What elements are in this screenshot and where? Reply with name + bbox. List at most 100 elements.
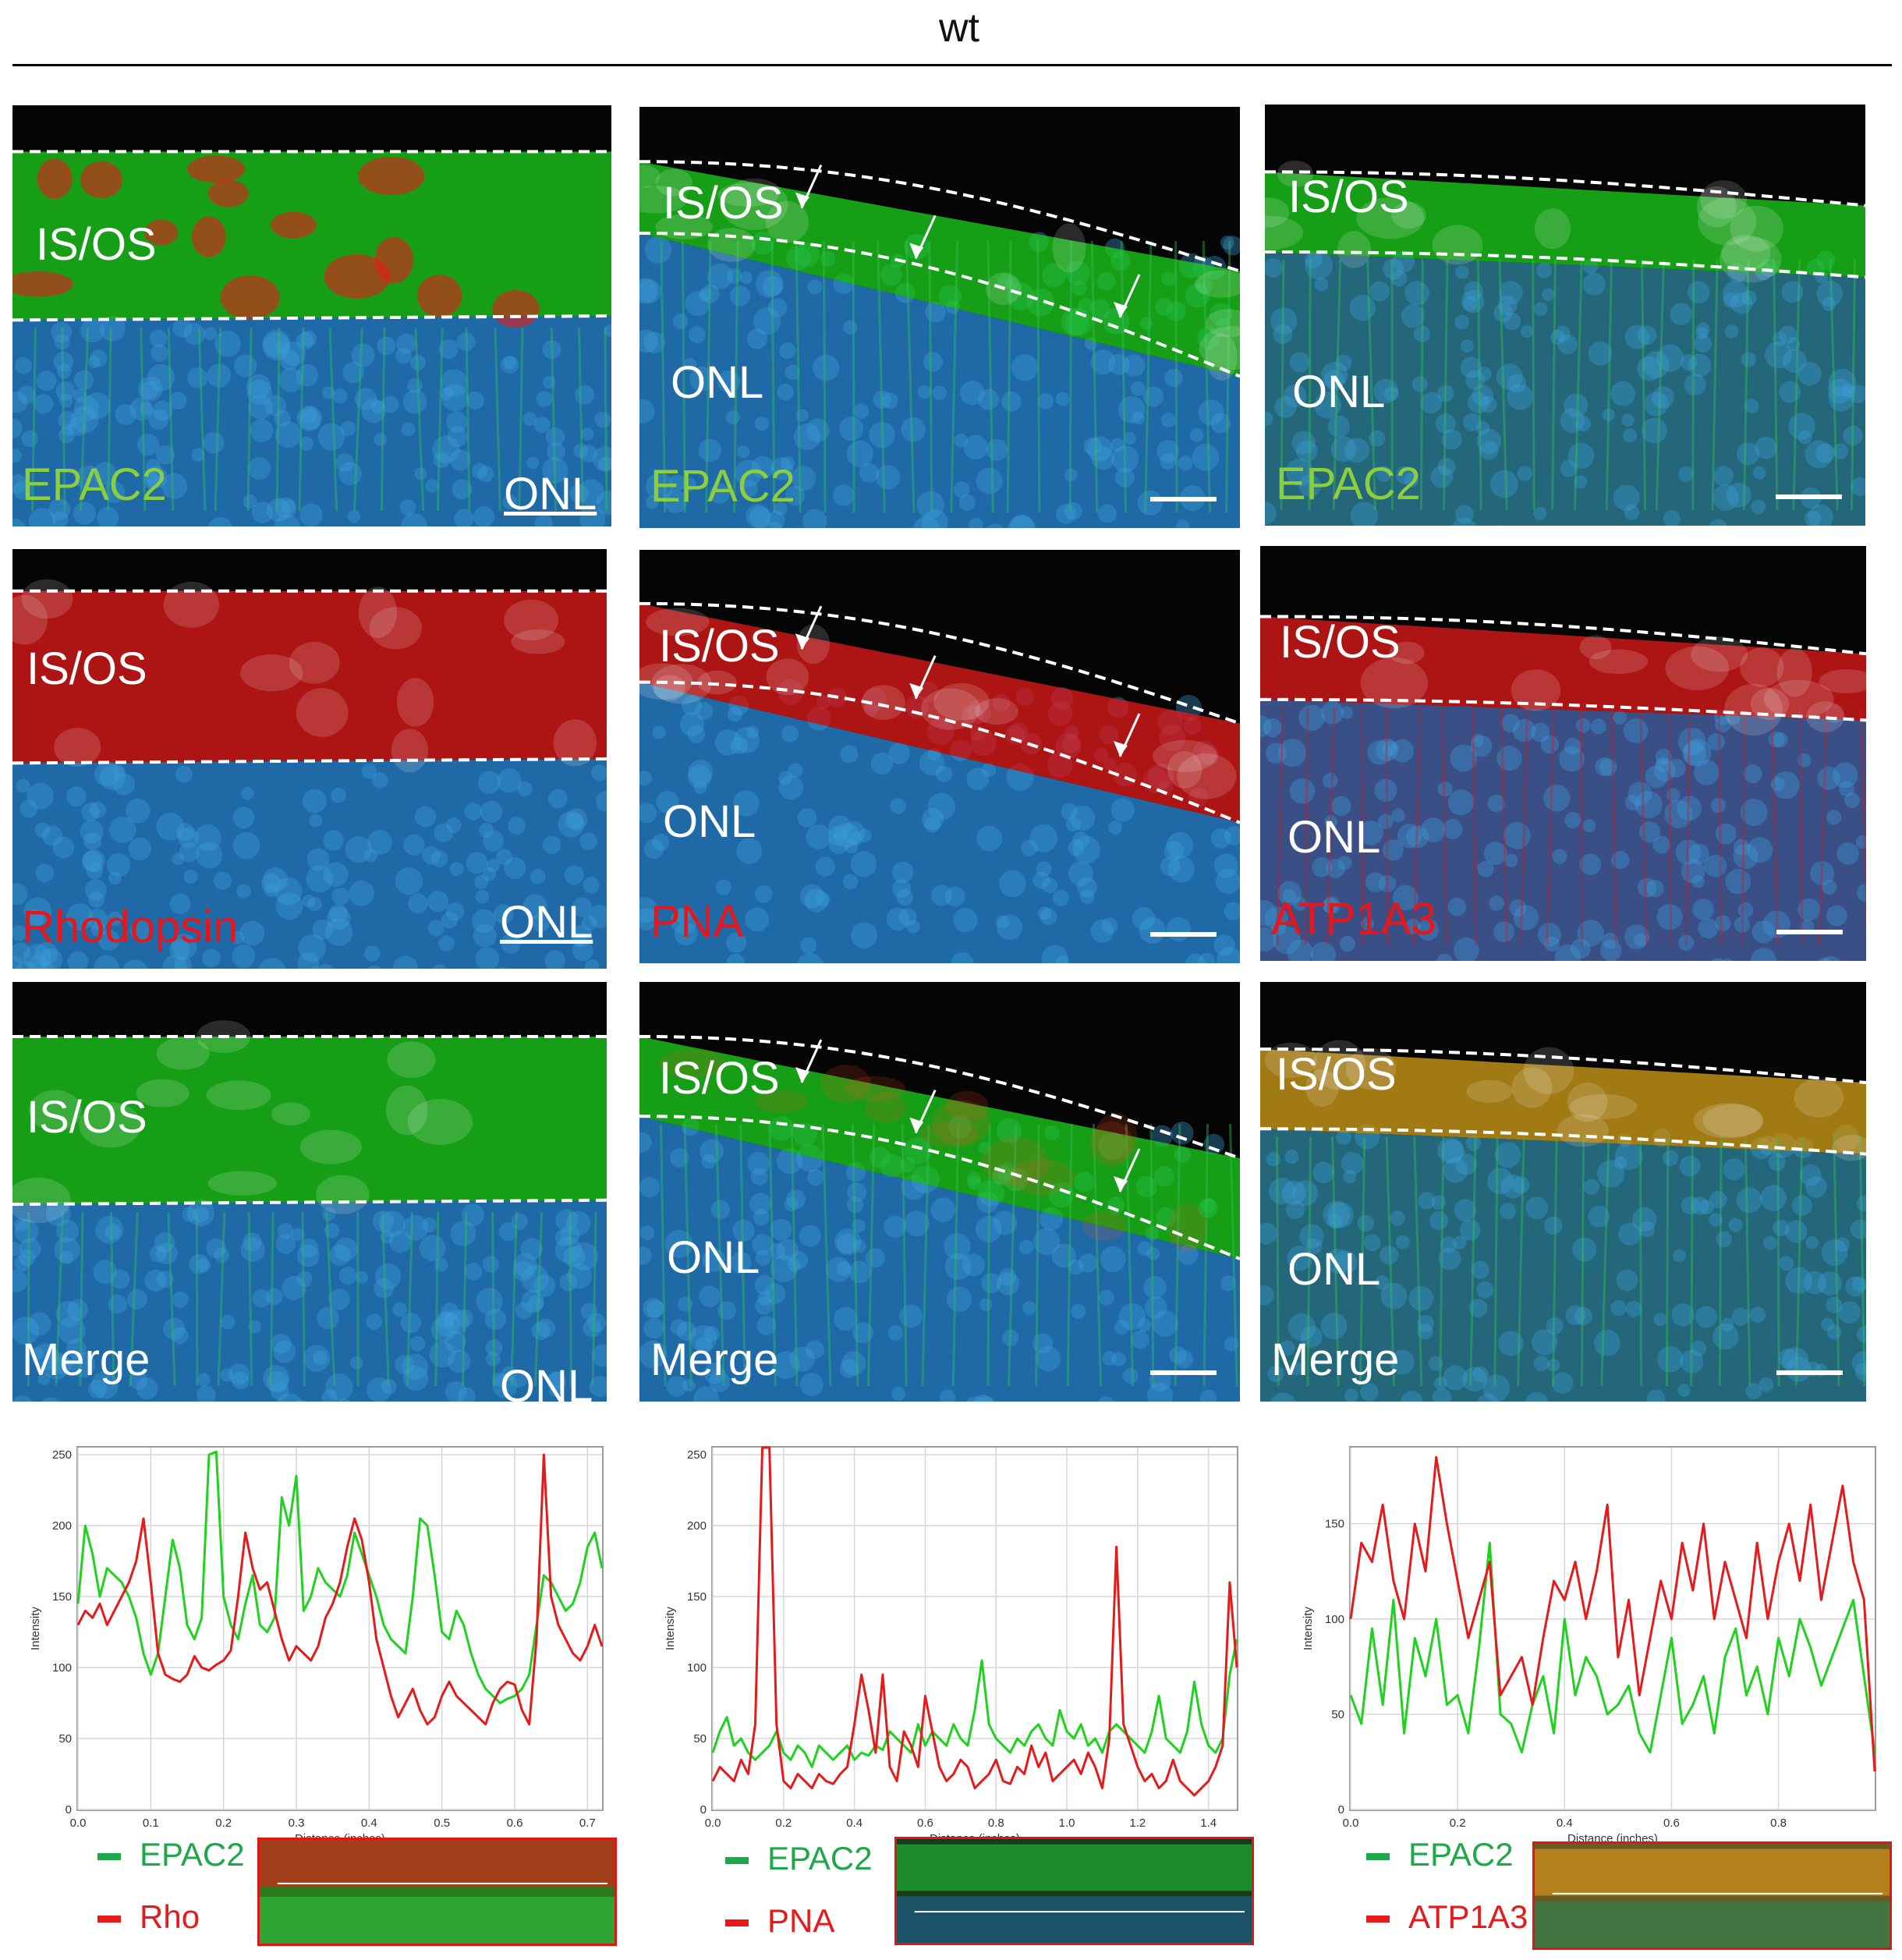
x-tick-label: 0.0: [705, 1816, 721, 1830]
layer-label: IS/OS: [659, 1053, 780, 1104]
legend-swatch: [1366, 1916, 1390, 1923]
x-tick-label: 0.2: [775, 1816, 792, 1830]
intensity-profile-plot: 0.0 0.2 0.4 0.6 0.8 0 50 100 150 Distance (inches…: [1302, 1446, 1876, 1845]
line-scan-inset: [894, 1837, 1254, 1945]
x-tick-label: 0.1: [143, 1816, 159, 1830]
x-tick-label: 0.2: [1450, 1816, 1466, 1830]
y-tick-label: 250: [687, 1448, 707, 1462]
y-tick-label: 50: [693, 1732, 707, 1746]
legend-swatch: [97, 1853, 121, 1861]
y-tick-label: 150: [52, 1590, 72, 1604]
micrograph-image: [1260, 546, 1866, 961]
scale-bar: [1776, 1370, 1843, 1375]
plot-svg: 0.0 0.2 0.4 0.6 0.8 1.0 1.2 1.4050100150200250D…: [664, 1446, 1238, 1845]
micrograph-image: [639, 982, 1240, 1402]
region-label: ONL: [1287, 812, 1381, 863]
intensity-profile-plot: 0.0 0.2 0.4 0.6 0.8 1.0 1.2 1.4 0 50 100 150 200 250 D…: [664, 1446, 1238, 1845]
micrograph-panel: IS/OS ONL Merge: [639, 982, 1240, 1402]
micrograph-image: [1265, 105, 1865, 526]
y-tick-label: 100: [1325, 1613, 1344, 1626]
layer-label: IS/OS: [1276, 1049, 1397, 1100]
scale-bar: [1150, 932, 1217, 937]
scale-bar: [1776, 930, 1843, 934]
scale-bar: [1776, 494, 1842, 499]
y-tick-label: 150: [1325, 1518, 1344, 1531]
layer-label: IS/OS: [1288, 172, 1409, 222]
region-label: ONL: [1292, 367, 1386, 417]
stain-label: PNA: [650, 896, 744, 947]
layer-label: IS/OS: [27, 643, 147, 694]
x-tick-label: 0.5: [434, 1816, 450, 1830]
y-tick-label: 50: [58, 1732, 72, 1746]
x-tick-label: 0.6: [917, 1816, 933, 1830]
stain-label: Merge: [650, 1334, 779, 1385]
region-label: ONL: [667, 1232, 760, 1283]
x-tick-label: 0.0: [1343, 1816, 1359, 1830]
region-label: ONL: [1287, 1244, 1381, 1295]
legend-label: EPAC2: [767, 1840, 873, 1877]
series-line-epac2: [76, 1450, 604, 1705]
y-tick-label: 0: [700, 1803, 707, 1816]
x-tick-label: 0.4: [361, 1816, 377, 1830]
micrograph-panel: IS/OS ONL EPAC2: [12, 105, 611, 526]
y-tick-label: 200: [687, 1519, 707, 1533]
layer-label: IS/OS: [36, 219, 157, 270]
x-tick-label: 1.0: [1059, 1816, 1075, 1830]
figure-title: wt: [939, 5, 979, 51]
series-line-rho: [76, 1453, 604, 1726]
micrograph-image: [1260, 982, 1866, 1402]
series-line-epac2: [1349, 1541, 1876, 1754]
legend-label: Rho: [140, 1898, 200, 1935]
micrograph-panel: IS/OS ONL Merge: [1260, 982, 1866, 1402]
micrograph-panel: IS/OS ONL PNA: [639, 550, 1240, 963]
micrograph-image: [12, 549, 607, 969]
legend-item: PNA: [725, 1905, 834, 1937]
x-tick-label: 0.7: [579, 1816, 596, 1830]
micrograph-image: [12, 105, 611, 526]
legend-swatch: [1366, 1853, 1390, 1861]
y-tick-label: 250: [52, 1448, 72, 1462]
inset-image: [1535, 1844, 1890, 1948]
x-tick-label: 1.4: [1200, 1816, 1217, 1830]
region-label: ONL: [671, 357, 764, 408]
legend-item: EPAC2: [1366, 1838, 1514, 1871]
legend-item: EPAC2: [725, 1842, 873, 1875]
scale-bar: [1150, 1370, 1217, 1375]
layer-label: IS/OS: [27, 1092, 147, 1143]
micrograph-panel: IS/OS ONL Merge: [12, 982, 607, 1402]
stain-label: Merge: [22, 1334, 151, 1385]
region-label: ONL: [500, 1361, 593, 1402]
x-tick-label: 0.6: [507, 1816, 523, 1830]
y-tick-label: 200: [52, 1519, 72, 1533]
y-axis-label: Intensity: [29, 1607, 42, 1650]
region-label: ONL: [663, 796, 756, 847]
micrograph-panel: IS/OS ONL Rhodopsin: [12, 549, 607, 969]
line-scan-inset: [257, 1838, 617, 1946]
intensity-profile-plot: 0.0 0.1 0.2 0.3 0.4 0.5 0.6 0.7 0 50 100 150 200 250 D…: [29, 1446, 604, 1845]
stain-label: EPAC2: [650, 461, 795, 512]
y-tick-label: 50: [1331, 1708, 1344, 1721]
legend-label: EPAC2: [1408, 1836, 1514, 1873]
legend-swatch: [725, 1919, 749, 1927]
region-label: ONL: [504, 469, 597, 519]
y-tick-label: 150: [687, 1590, 707, 1604]
x-tick-label: 0.4: [1557, 1816, 1573, 1830]
x-tick-label: 0.2: [215, 1816, 232, 1830]
inset-image: [260, 1840, 615, 1944]
stain-label: EPAC2: [1276, 459, 1421, 509]
region-label: ONL: [500, 897, 593, 948]
layer-label: IS/OS: [659, 621, 780, 672]
x-tick-label: 0.0: [70, 1816, 87, 1830]
legend-item: Rho: [97, 1901, 200, 1933]
y-tick-label: 100: [687, 1661, 707, 1675]
micrograph-image: [639, 550, 1240, 963]
series-line-epac2: [711, 1639, 1238, 1768]
legend-swatch: [97, 1916, 121, 1923]
micrograph-image: [639, 107, 1240, 528]
stain-label: EPAC2: [22, 459, 167, 510]
y-tick-label: 0: [66, 1803, 72, 1816]
title-divider: [12, 64, 1892, 66]
inset-image: [897, 1839, 1252, 1943]
layer-label: IS/OS: [663, 178, 784, 229]
